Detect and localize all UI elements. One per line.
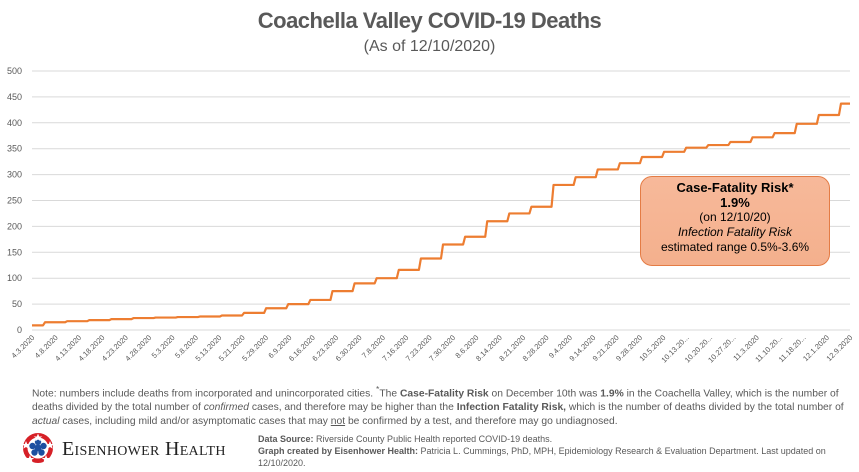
created-by-label: Graph created by Eisenhower Health:: [258, 446, 419, 456]
case-fatality-risk-callout: Case-Fatality Risk* 1.9% (on 12/10/20) I…: [640, 176, 830, 266]
callout-value: 1.9%: [720, 195, 750, 210]
line-chart: 0 50 100 150 200 250 300 350 400 450 500 4.3.20204…: [7, 66, 854, 364]
note-text: cases, and therefore may be higher than …: [248, 402, 457, 414]
note-actual: actual: [32, 416, 60, 428]
callout-ifr-range: estimated range 0.5%-3.6%: [660, 240, 810, 254]
y-tick-label: 400: [7, 118, 22, 128]
callout-title: Case-Fatality Risk*: [676, 180, 794, 195]
note-asterisk: *: [376, 384, 380, 394]
note-text: on December 10th was: [488, 388, 601, 400]
y-tick-label: 450: [7, 92, 22, 102]
chart-subtitle: (As of 12/10/2020): [363, 38, 496, 55]
callout-date: (on 12/10/20): [699, 210, 771, 224]
eisenhower-health-logo-icon: [22, 433, 54, 463]
y-tick-label: 300: [7, 170, 22, 180]
note-text: which is the number of deaths divided by…: [566, 402, 844, 414]
note-text: be confirmed by a test, and therefore ma…: [345, 416, 618, 428]
x-axis-ticks: 4.3.20204.8.20204.13.20204.18.20204.23.2…: [9, 333, 854, 364]
y-tick-label: 50: [12, 299, 22, 309]
deaths-series-line: [32, 102, 850, 327]
y-tick-label: 350: [7, 144, 22, 154]
note-text: in the Coachella Valley, which is the nu…: [32, 388, 839, 414]
y-tick-label: 150: [7, 247, 22, 257]
source-text: Riverside County Public Health reported …: [313, 434, 553, 444]
note-text: cases, including mild and/or asymptomati…: [59, 416, 331, 428]
source-label: Data Source:: [258, 434, 314, 444]
y-tick-label: 100: [7, 273, 22, 283]
note-cfr-term: Case-Fatality Risk: [399, 388, 489, 400]
note-cfr-value: 1.9%: [600, 388, 624, 400]
footnote: Note: numbers include deaths from incorp…: [32, 382, 847, 429]
created-by-text: Patricia L. Cummings, PhD, MPH, Epidemio…: [258, 446, 826, 468]
data-points: [31, 103, 851, 326]
y-tick-label: 200: [7, 221, 22, 231]
note-ifr-term: Infection Fatality Risk,: [456, 402, 567, 414]
eisenhower-health-logo-text: Eisenhower Health: [62, 438, 226, 460]
note-text: Note: numbers include deaths from incorp…: [32, 388, 376, 400]
y-tick-label: 0: [17, 325, 22, 335]
note-text: The: [379, 388, 400, 400]
y-tick-label: 500: [7, 66, 22, 76]
note-confirmed: confirmed: [203, 402, 249, 414]
data-source: Data Source: Riverside County Public Hea…: [258, 433, 848, 469]
y-axis-ticks: 0 50 100 150 200 250 300 350 400 450 500: [7, 66, 22, 335]
y-tick-label: 250: [7, 196, 22, 206]
x-tick-label: 4.3.2020: [9, 333, 36, 360]
gridlines: [32, 70, 850, 331]
x-tick-label: 5.3.2020: [150, 333, 177, 360]
callout-ifr-label: Infection Fatality Risk: [677, 225, 793, 239]
chart-title: Coachella Valley COVID-19 Deaths: [257, 8, 602, 33]
note-not: not: [330, 416, 346, 428]
